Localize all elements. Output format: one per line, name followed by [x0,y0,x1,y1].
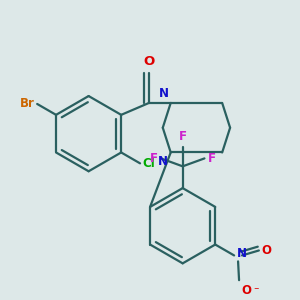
Text: O: O [143,55,155,68]
Text: O: O [262,244,272,257]
Text: Cl: Cl [142,157,155,170]
Text: O: O [241,284,251,297]
Text: N: N [237,247,247,260]
Text: N: N [159,87,169,100]
Text: ⁻: ⁻ [253,286,258,296]
Text: N: N [158,155,168,168]
Text: Br: Br [20,98,35,110]
Text: F: F [150,152,158,165]
Text: F: F [179,130,187,142]
Text: F: F [207,152,215,165]
